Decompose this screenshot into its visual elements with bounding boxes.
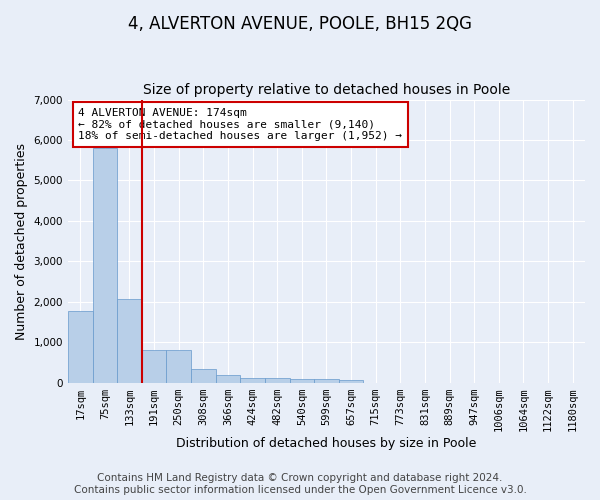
Text: 4, ALVERTON AVENUE, POOLE, BH15 2QG: 4, ALVERTON AVENUE, POOLE, BH15 2QG [128, 15, 472, 33]
Bar [314, 379, 339, 383]
Bar [92, 148, 117, 383]
X-axis label: Distribution of detached houses by size in Poole: Distribution of detached houses by size … [176, 437, 476, 450]
Bar [290, 379, 314, 383]
Title: Size of property relative to detached houses in Poole: Size of property relative to detached ho… [143, 83, 510, 97]
Text: Contains HM Land Registry data © Crown copyright and database right 2024.
Contai: Contains HM Land Registry data © Crown c… [74, 474, 526, 495]
Bar [191, 369, 215, 383]
Bar [166, 350, 191, 383]
Bar [142, 350, 166, 383]
Bar [265, 378, 290, 383]
Bar [68, 311, 92, 383]
Y-axis label: Number of detached properties: Number of detached properties [15, 142, 28, 340]
Bar [339, 380, 364, 383]
Bar [215, 374, 240, 383]
Bar [117, 298, 142, 383]
Bar [240, 378, 265, 383]
Text: 4 ALVERTON AVENUE: 174sqm
← 82% of detached houses are smaller (9,140)
18% of se: 4 ALVERTON AVENUE: 174sqm ← 82% of detac… [78, 108, 402, 142]
